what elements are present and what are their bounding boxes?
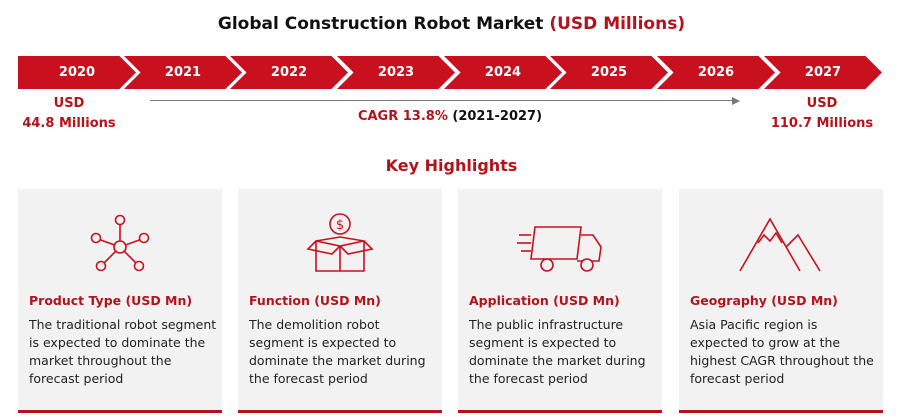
end-value-currency: USD: [806, 96, 838, 111]
start-value-amount: 44.8 Millions: [22, 116, 116, 131]
highlight-card-geography: Geography (USD Mn) Asia Pacific region i…: [679, 189, 883, 413]
year-arrow-2026: 2026: [657, 56, 775, 89]
mountain-icon: [679, 209, 883, 279]
start-value: USD 44.8 Millions: [10, 94, 128, 134]
card-title: Geography (USD Mn): [690, 293, 838, 308]
year-timeline: 2020 2021 2022 2023 2024 2025 2026 2027: [18, 56, 884, 89]
svg-text:$: $: [336, 218, 344, 233]
title-main: Global Construction Robot Market: [217, 14, 544, 34]
highlight-card-product-type: Product Type (USD Mn) The traditional ro…: [18, 189, 222, 413]
card-title: Function (USD Mn): [249, 293, 381, 308]
key-highlights-title: Key Highlights: [385, 156, 518, 175]
card-text: Asia Pacific region is expected to grow …: [690, 317, 874, 386]
card-text: The demolition robot segment is expected…: [249, 317, 426, 386]
year-arrow-2024: 2024: [444, 56, 562, 89]
cagr-text: CAGR 13.8% (2021-2027): [300, 109, 600, 124]
title-accent: (USD Millions): [549, 14, 686, 34]
highlight-card-application: Application (USD Mn) The public infrastr…: [458, 189, 662, 413]
truck-icon: [458, 209, 662, 279]
year-arrow-2022: 2022: [230, 56, 348, 89]
cagr-period: (2021-2027): [452, 109, 543, 124]
end-value-amount: 110.7 Millions: [770, 116, 874, 131]
card-title: Application (USD Mn): [469, 293, 620, 308]
highlight-card-function: $ Function (USD Mn) The demolition robot…: [238, 189, 442, 413]
end-value: USD 110.7 Millions: [760, 94, 884, 134]
network-icon: [18, 209, 222, 279]
year-arrow-2021: 2021: [124, 56, 242, 89]
card-text: The public infrastructure segment is exp…: [469, 317, 646, 386]
card-title: Product Type (USD Mn): [29, 293, 193, 308]
year-arrow-2023: 2023: [337, 56, 455, 89]
start-value-currency: USD: [53, 96, 85, 111]
year-arrow-2027: 2027: [764, 56, 882, 89]
card-text: The traditional robot segment is expecte…: [29, 317, 217, 386]
year-arrow-2020: 2020: [18, 56, 136, 89]
cagr-arrow-line: [150, 100, 736, 101]
cagr-arrow-head: [732, 97, 740, 105]
year-arrow-2025: 2025: [550, 56, 668, 89]
dollar-box-icon: $: [238, 209, 442, 279]
cagr-label: CAGR 13.8%: [357, 109, 448, 124]
page-title: Global Construction Robot Market (USD Mi…: [0, 14, 903, 34]
